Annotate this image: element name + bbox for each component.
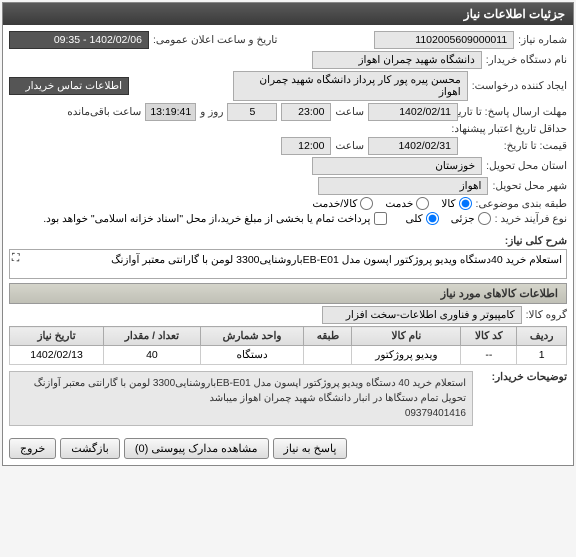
exit-button[interactable]: خروج [9,438,56,459]
label-goods-group: گروه کالا: [526,309,567,321]
field-valid-time: 12:00 [281,137,331,155]
field-state: خوزستان [312,157,482,175]
checkbox-pay[interactable] [374,212,387,225]
back-button[interactable]: بازگشت [60,438,120,459]
th-3: طبقه [304,327,352,346]
field-buyer-notes: استعلام خرید 40 دستگاه ویدیو پروژکتور اپ… [9,371,473,426]
radio-full[interactable] [426,212,439,225]
label-budget-class: طبقه بندی موضوعی: [476,198,567,210]
label-need-no: شماره نیاز: [518,34,567,46]
radio-partial[interactable] [478,212,491,225]
expand-icon[interactable]: ⛶ [12,252,19,265]
label-valid-until: قیمت: تا تاریخ: [462,140,567,152]
section-items-info: اطلاعات کالاهای مورد نیاز [9,283,567,304]
items-table: ردیف کد کالا نام کالا طبقه واحد شمارش تع… [9,326,567,365]
field-reply-time: 23:00 [281,103,331,121]
radio-goods-service[interactable] [360,197,373,210]
th-5: تعداد / مقدار [104,327,201,346]
attachments-button[interactable]: مشاهده مدارک پیوستی (0) [124,438,269,459]
table-row[interactable]: 1 -- ویدیو پروژکتور دستگاه 40 1402/02/13 [10,346,567,365]
field-buyer-contact[interactable]: اطلاعات تماس خریدار [9,77,129,95]
details-panel: جزئیات اطلاعات نیاز شماره نیاز: 11020056… [2,2,574,466]
field-reply-date: 1402/02/11 [368,103,458,121]
radio-full-label[interactable]: کلی [405,212,438,225]
label-remaining: ساعت باقی‌مانده [67,106,141,118]
label-need-summary: شرح کلی نیاز: [505,235,567,247]
radio-goods-label[interactable]: کالا [441,197,471,210]
label-days: روز و [200,106,223,118]
th-2: نام کالا [352,327,461,346]
field-valid-date: 1402/02/31 [368,137,458,155]
label-announce: تاریخ و ساعت اعلان عمومی: [153,34,277,46]
label-pay-note: پرداخت تمام یا بخشی از مبلغ خرید،از محل … [43,213,370,225]
footer: خروج بازگشت مشاهده مدارک پیوستی (0) پاسخ… [3,432,573,465]
th-1: کد کالا [461,327,517,346]
label-state: استان محل تحویل: [486,160,567,172]
field-requester: محسن پیره پور کار پرداز دانشگاه شهید چمر… [233,71,468,101]
label-buyer-notes: توضیحات خریدار: [477,371,567,383]
field-announce: 1402/02/06 - 09:35 [9,31,149,49]
label-saat1: ساعت [335,106,364,118]
label-reply-deadline: مهلت ارسال پاسخ: تا تاریخ: [462,106,567,118]
form-body: شماره نیاز: 1102005609000011 تاریخ و ساع… [3,25,573,432]
field-countdown: 13:19:41 [145,103,196,121]
buytype-radio-group: جزئی کلی [405,212,490,225]
radio-service-label[interactable]: خدمت [385,197,429,210]
th-4: واحد شمارش [200,327,304,346]
th-0: ردیف [517,327,567,346]
panel-title: جزئیات اطلاعات نیاز [3,3,573,25]
budget-radio-group: کالا خدمت کالا/خدمت [312,197,471,210]
radio-service[interactable] [416,197,429,210]
label-buy-type: نوع فرآیند خرید : [495,213,567,225]
label-saat2: ساعت [335,140,364,152]
field-city: اهواز [318,177,488,195]
radio-partial-label[interactable]: جزئی [451,212,491,225]
pay-note-line: پرداخت تمام یا بخشی از مبلغ خرید،از محل … [43,212,387,225]
label-deadline: حداقل تاریخ اعتبار پیشنهاد: [462,123,567,135]
label-city: شهر محل تحویل: [492,180,567,192]
radio-goods[interactable] [459,197,472,210]
reply-button[interactable]: پاسخ به نیاز [273,438,348,459]
label-buyer-org: نام دستگاه خریدار: [486,54,567,66]
field-need-no: 1102005609000011 [374,31,514,49]
th-6: تاریخ نیاز [10,327,104,346]
radio-goods-service-label[interactable]: کالا/خدمت [312,197,373,210]
label-requester: ایجاد کننده درخواست: [472,80,567,92]
field-summary: ⛶ استعلام خرید 40دستگاه ویدیو پروژکتور ا… [9,249,567,279]
field-days: 5 [227,103,277,121]
field-goods-group: کامپیوتر و فناوری اطلاعات-سخت افزار [322,306,522,324]
field-buyer-org: دانشگاه شهید چمران اهواز [312,51,482,69]
